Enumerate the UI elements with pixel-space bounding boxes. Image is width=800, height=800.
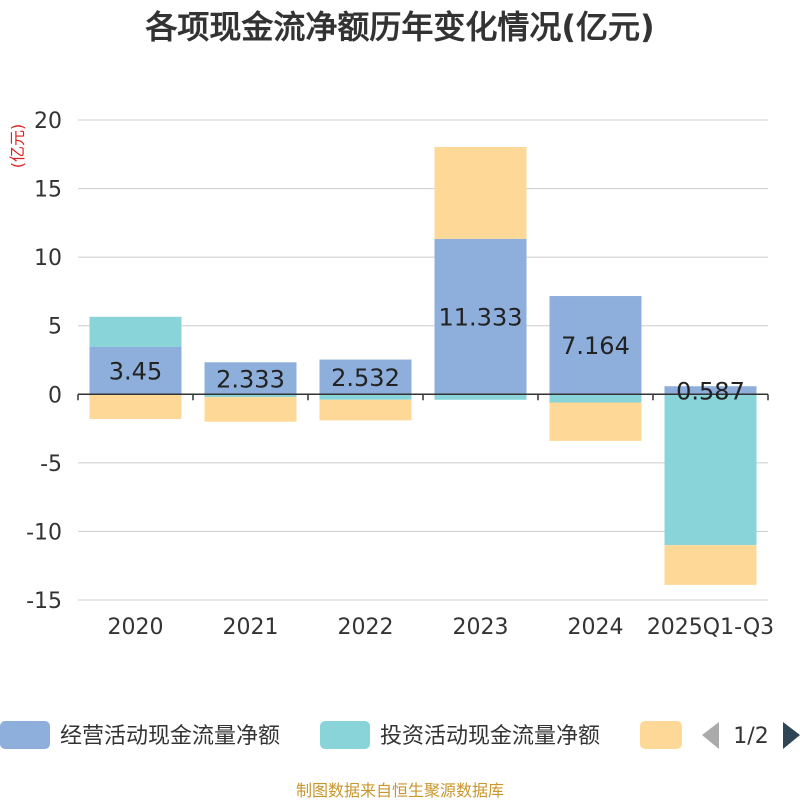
y-tick-labels: 20 15 10 5 0 -5 -10 -15 (26, 109, 62, 614)
bar-investing-2021 (204, 394, 297, 398)
bar-third-series-2024 (549, 402, 642, 441)
bar-investing-2024 (549, 394, 642, 403)
bar-investing-2025Q1-Q3 (664, 394, 757, 546)
data-label-2024: 7.164 (561, 332, 630, 360)
x-tick-labels: 2020 2021 2022 2023 2024 2025Q1-Q3 (108, 615, 775, 640)
bar-operating-2023 (434, 238, 527, 395)
legend-next-page-icon[interactable] (783, 722, 800, 749)
bar-operating-2021 (204, 362, 297, 395)
data-labels: 3.45 2.333 2.532 11.333 7.164 0.587 (109, 304, 745, 406)
y-tick-label-7: -15 (26, 589, 62, 614)
bar-investing-2023 (434, 394, 527, 400)
legend-label-operating[interactable]: 经营活动现金流量净额 (60, 724, 280, 749)
bar-third-series-2023 (434, 146, 527, 239)
bar-operating-2020 (89, 346, 182, 395)
bar-operating-2025Q1-Q3 (664, 386, 757, 395)
y-axis-unit: (亿元) (8, 124, 27, 169)
y-tick-label-0: 20 (34, 109, 62, 134)
data-label-2023: 11.333 (439, 304, 523, 332)
x-tick-label-2020: 2020 (108, 615, 164, 640)
x-axis (77, 393, 769, 401)
x-tick-label-2024: 2024 (568, 615, 624, 640)
bar-investing-2022 (319, 394, 412, 400)
legend-page-indicator: 1/2 (733, 724, 768, 749)
y-tick-label-5: -5 (40, 452, 62, 477)
bar-third-series-2025Q1-Q3 (664, 545, 757, 585)
data-label-2021: 2.333 (216, 365, 285, 393)
bar-operating-2022 (319, 359, 412, 395)
chart-title: 各项现金流净额历年变化情况(亿元) (145, 8, 654, 46)
x-tick-label-2025Q1-Q3: 2025Q1-Q3 (647, 615, 774, 640)
legend-swatch-operating[interactable] (0, 721, 50, 749)
legend-label-investing[interactable]: 投资活动现金流量净额 (380, 724, 600, 749)
y-tick-label-6: -10 (26, 520, 62, 545)
legend: 经营活动现金流量净额 投资活动现金流量净额 1/2 (0, 721, 800, 749)
source-note: 制图数据来自恒生聚源数据库 (296, 781, 504, 800)
data-label-2020: 3.45 (109, 358, 162, 386)
y-tick-label-3: 5 (48, 315, 62, 340)
bar-third-series-2022 (319, 399, 412, 421)
x-tick-label-2022: 2022 (338, 615, 394, 640)
legend-prev-page-icon[interactable] (702, 722, 719, 749)
legend-swatch-investing[interactable] (320, 721, 370, 749)
data-label-2025Q1-Q3: 0.587 (676, 377, 745, 405)
bar-operating-2024 (549, 296, 642, 395)
bars (89, 146, 757, 585)
data-label-2022: 2.532 (331, 364, 400, 392)
x-tick-label-2023: 2023 (453, 615, 509, 640)
x-tick-label-2021: 2021 (223, 615, 279, 640)
legend-swatch-third-series[interactable] (640, 721, 682, 749)
bar-investing-2020 (89, 316, 182, 347)
bar-third-series-2020 (89, 394, 182, 419)
y-tick-label-1: 15 (34, 178, 62, 203)
bar-third-series-2021 (204, 397, 297, 422)
y-tick-label-2: 10 (34, 246, 62, 271)
y-tick-label-4: 0 (48, 383, 62, 408)
